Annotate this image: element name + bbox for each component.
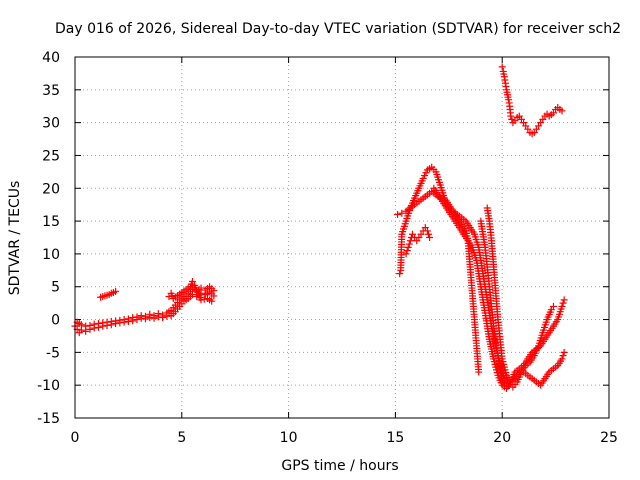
data-point	[188, 277, 196, 285]
data-point	[82, 322, 90, 330]
data-point	[116, 316, 124, 324]
data-point	[208, 297, 216, 305]
data-point	[394, 211, 402, 219]
data-point	[499, 378, 507, 386]
data-point	[146, 310, 154, 318]
y-tick-label: -5	[46, 345, 60, 361]
data-point	[197, 296, 205, 304]
series-evening-f	[477, 217, 508, 389]
y-tick-label: 5	[51, 280, 60, 296]
y-axis-label: SDTVAR / TECUs	[7, 181, 23, 296]
data-point	[107, 318, 115, 326]
data-point	[200, 295, 208, 303]
data-point	[507, 112, 515, 120]
series-early-short	[97, 287, 120, 301]
data-point	[558, 302, 566, 310]
y-tick-label: 20	[42, 181, 60, 197]
data-point	[137, 312, 145, 320]
data-point	[94, 319, 102, 327]
x-tick-label: 25	[600, 430, 618, 446]
plot-frame	[74, 56, 610, 419]
data-point	[124, 315, 132, 323]
x-tick-label: 20	[493, 430, 511, 446]
data-point	[86, 321, 94, 329]
data-point	[559, 299, 567, 307]
data-point	[77, 321, 85, 329]
data-point	[405, 240, 413, 248]
data-point	[558, 107, 566, 115]
data-point	[129, 314, 137, 322]
data-point	[133, 313, 141, 321]
data-point	[559, 352, 567, 360]
y-tick-label: 25	[42, 148, 60, 164]
data-point	[560, 296, 568, 304]
y-tick-label: 35	[42, 83, 60, 99]
data-point	[508, 115, 516, 123]
x-axis-label: GPS time / hours	[281, 458, 398, 474]
data-point	[112, 287, 120, 295]
y-tick-label: -10	[37, 378, 60, 394]
data-point	[398, 209, 406, 217]
data-point	[210, 287, 218, 295]
grid-lines	[75, 57, 609, 418]
series-evening-d	[430, 184, 568, 392]
data-point	[120, 316, 128, 324]
data-point	[426, 234, 434, 241]
data-point	[112, 317, 120, 325]
data-point	[154, 310, 162, 318]
series-evening-c	[402, 224, 434, 258]
data-point	[159, 311, 167, 319]
x-axis-ticks: 0 5 10 15 20 25	[71, 57, 618, 446]
data-point	[425, 230, 433, 238]
y-tick-label: 40	[42, 50, 60, 66]
data-point	[99, 319, 107, 327]
data-point	[402, 250, 410, 258]
data-point	[560, 348, 568, 356]
data-point	[141, 312, 149, 320]
data-point	[90, 320, 98, 328]
data-point	[498, 63, 506, 71]
y-tick-label: 30	[42, 116, 60, 132]
x-tick-label: 0	[71, 430, 80, 446]
data-point	[150, 312, 158, 320]
series-late-high	[498, 63, 566, 138]
data-point	[475, 368, 483, 376]
y-tick-label: 15	[42, 214, 60, 230]
data-point	[404, 243, 412, 251]
y-tick-label: -15	[37, 411, 60, 427]
data-point	[498, 375, 506, 383]
y-tick-label: 0	[51, 313, 60, 329]
data-point	[558, 355, 566, 363]
data-point	[423, 227, 431, 235]
data-point	[549, 302, 557, 310]
x-tick-label: 15	[386, 430, 404, 446]
series-early-bump	[165, 277, 216, 305]
data-point	[103, 318, 111, 326]
y-tick-label: 10	[42, 247, 60, 263]
data-points	[71, 63, 568, 392]
data-point	[406, 237, 414, 245]
x-tick-label: 10	[280, 430, 298, 446]
data-point	[403, 247, 411, 255]
chart-title: Day 016 of 2026, Sidereal Day-to-day VTE…	[55, 21, 621, 37]
data-point	[500, 381, 508, 389]
x-tick-label: 5	[177, 430, 186, 446]
data-point	[396, 270, 404, 278]
